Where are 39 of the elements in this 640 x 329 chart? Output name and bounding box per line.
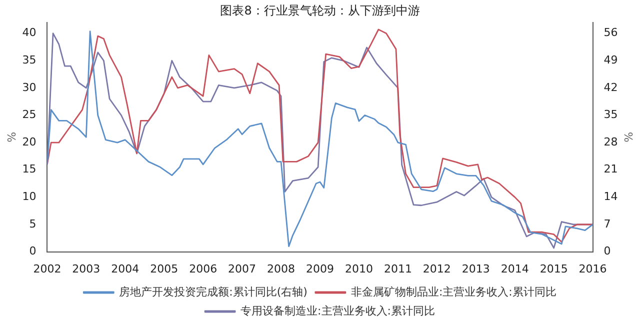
legend-label: 非金属矿物制品业:主营业务收入:累计同比: [350, 285, 556, 298]
y2-tick-label: 56: [604, 26, 618, 40]
y-tick-label: 40: [22, 26, 36, 40]
x-tick-label: 2014: [500, 262, 529, 276]
legend-label: 专用设备制造业:主营业务收入:累计同比: [240, 304, 435, 318]
x-tick-label: 2010: [344, 262, 373, 276]
y2-tick-label: 0: [604, 244, 611, 258]
y-tick-label: 0: [29, 244, 36, 258]
y2-tick-label: 42: [604, 80, 618, 94]
legend-label: 房地产开发投资完成额:累计同比(右轴): [119, 285, 308, 298]
x-tick-label: 2007: [228, 262, 256, 276]
y-tick-label: 35: [22, 53, 36, 66]
y-tick-label: 20: [22, 135, 36, 148]
x-tick-label: 2003: [72, 262, 100, 276]
y-axis-title: %: [5, 132, 18, 142]
x-tick-label: 2004: [111, 262, 140, 276]
y-tick-label: 15: [22, 162, 36, 176]
y2-tick-label: 49: [604, 53, 618, 66]
y2-tick-label: 14: [604, 190, 618, 204]
y2-tick-label: 21: [604, 162, 618, 176]
x-tick-label: 2015: [540, 262, 568, 276]
y2-tick-label: 28: [604, 135, 618, 148]
y-tick-label: 5: [29, 217, 36, 230]
x-tick-label: 2006: [189, 262, 218, 276]
x-tick-label: 2012: [422, 262, 451, 276]
x-tick-label: 2008: [267, 262, 296, 276]
y2-tick-label: 35: [604, 108, 618, 122]
x-tick-label: 2009: [306, 262, 334, 276]
x-tick-label: 2013: [462, 262, 490, 276]
chart-title: 图表8：行业景气轮动：从下游到中游: [220, 3, 420, 18]
y-tick-label: 25: [22, 108, 36, 122]
y-tick-label: 30: [22, 80, 36, 94]
y2-axis-title: %: [622, 132, 635, 142]
y-tick-label: 10: [22, 190, 36, 204]
x-tick-label: 2005: [150, 262, 178, 276]
x-tick-label: 2016: [578, 262, 607, 276]
x-tick-label: 2011: [384, 262, 412, 276]
y2-tick-label: 7: [604, 217, 611, 230]
x-tick-label: 2002: [33, 262, 62, 276]
